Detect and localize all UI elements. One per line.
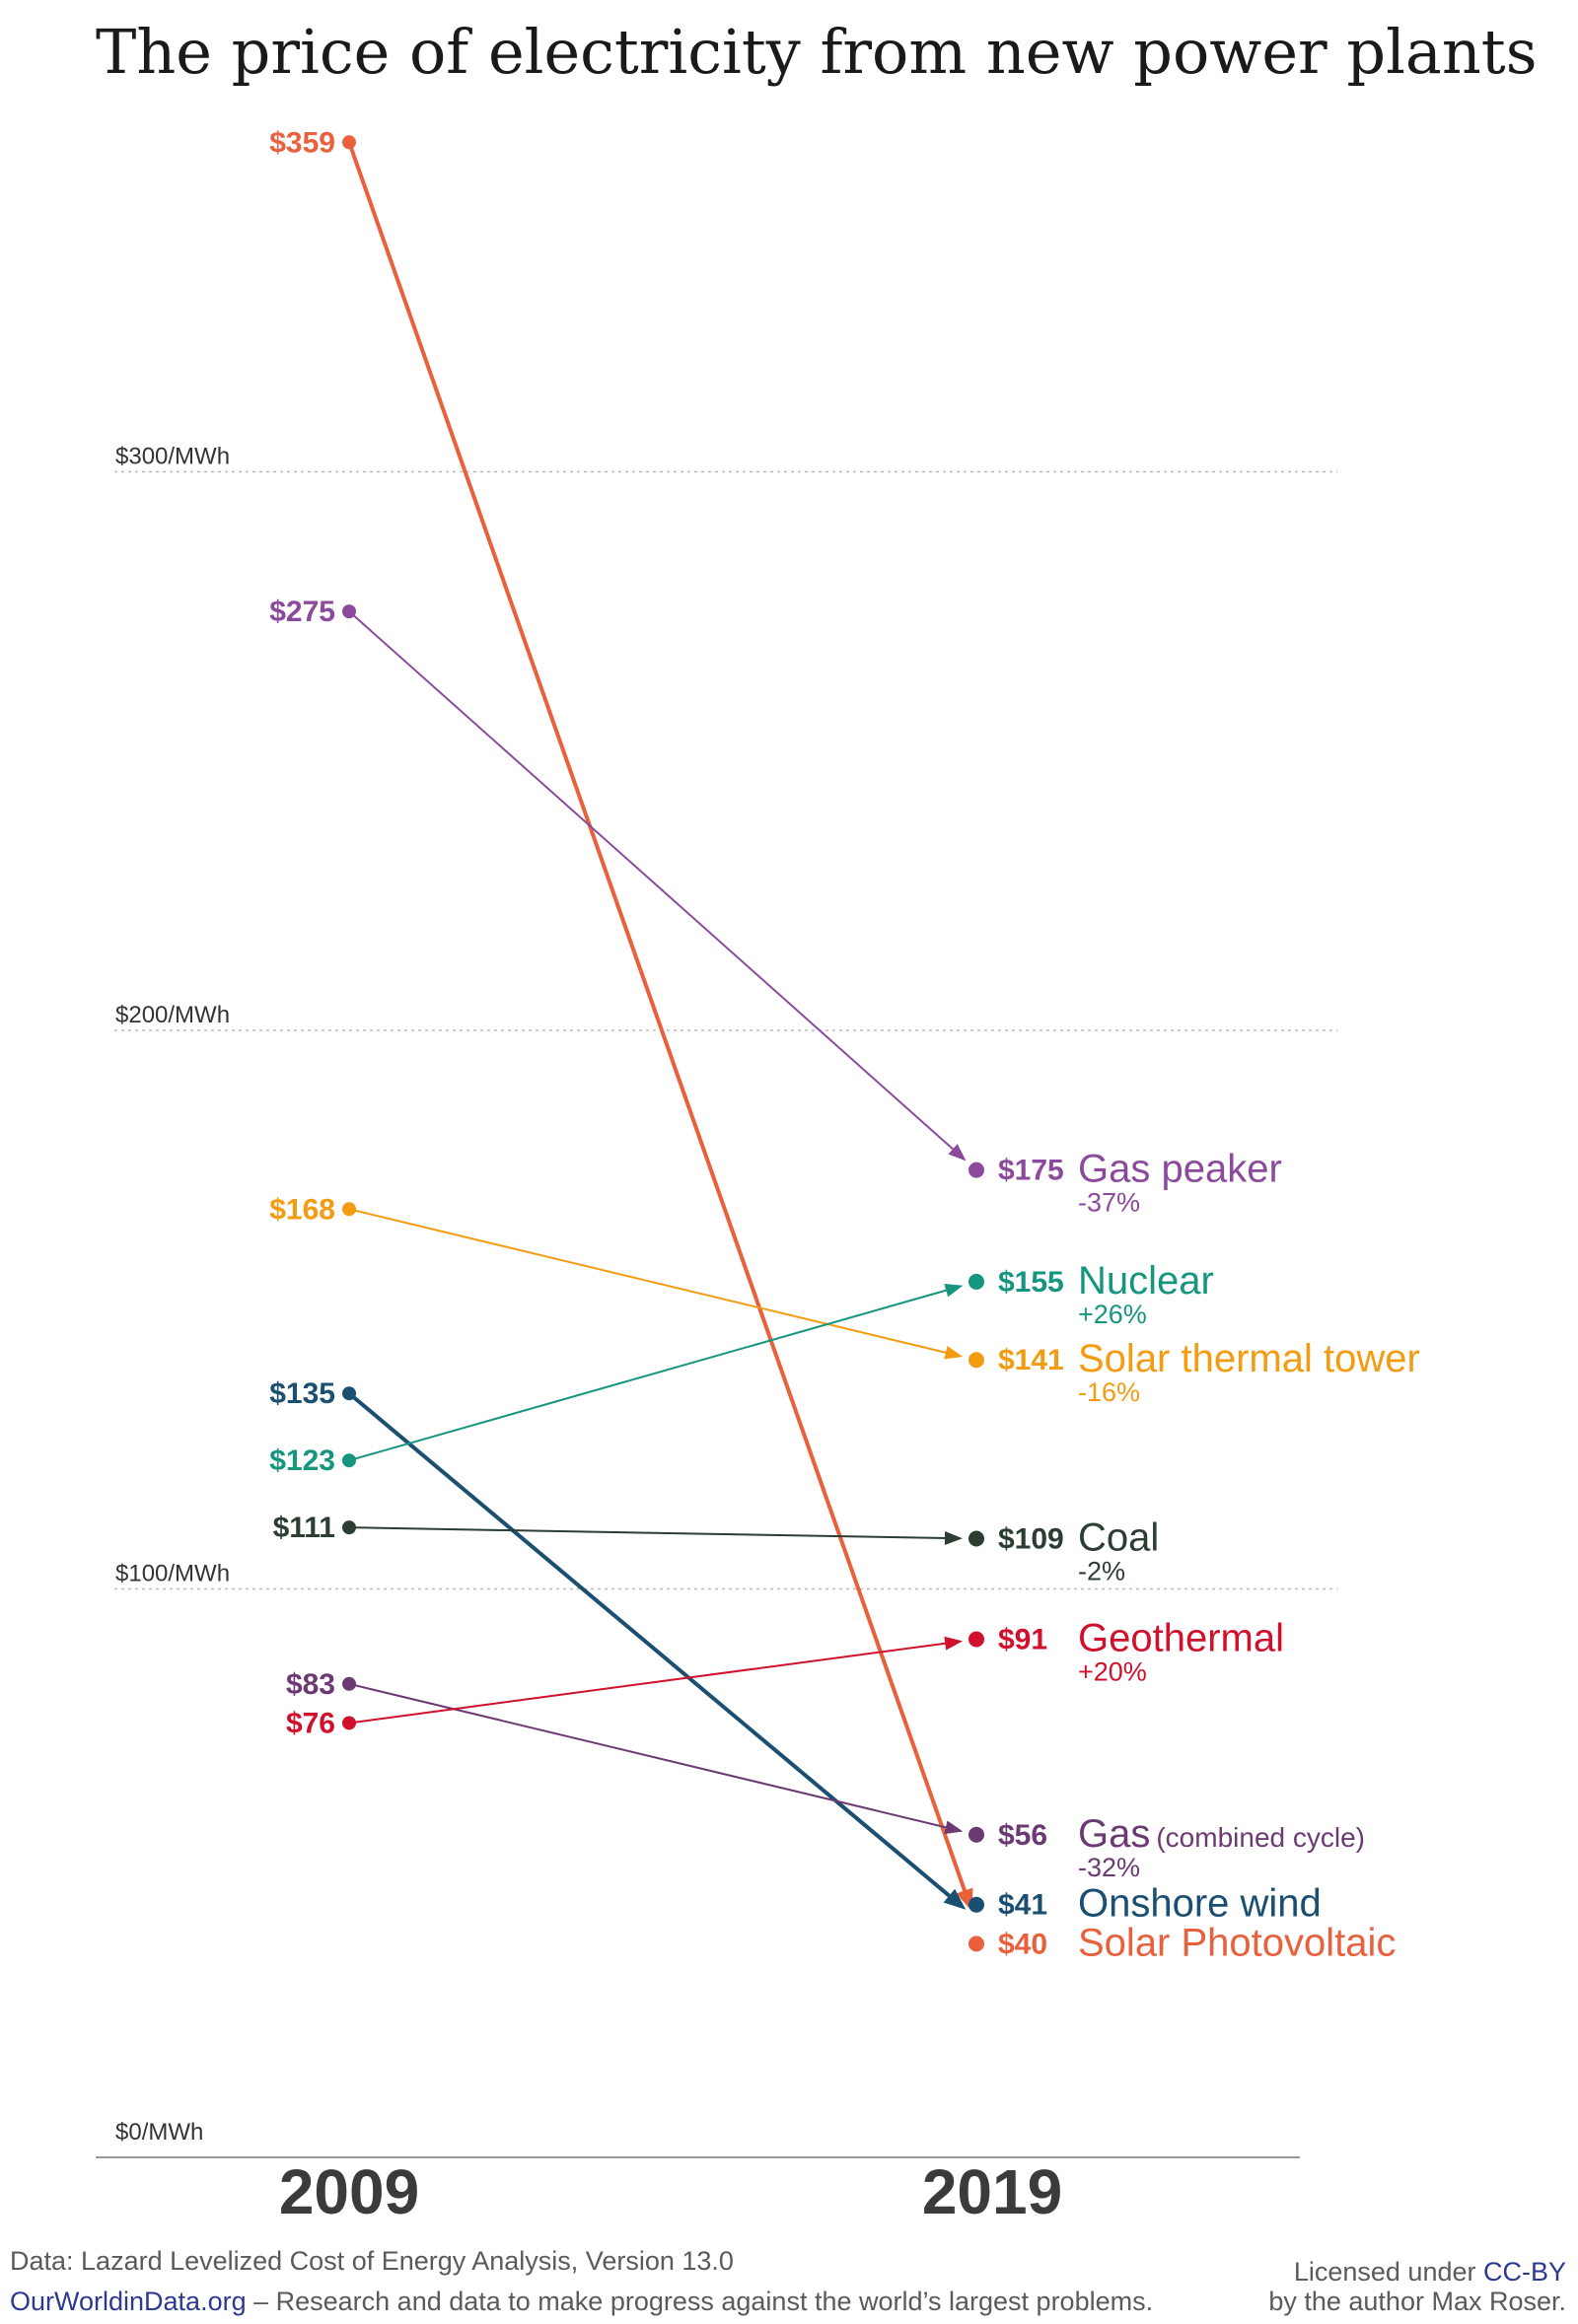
x-tick-label-2019: 2019 xyxy=(922,2156,1062,2227)
end-label-geothermal: $91 xyxy=(998,1623,1047,1655)
end-label-coal: $109 xyxy=(998,1523,1064,1556)
y-tick-label-0: $0/MWh xyxy=(115,2119,203,2146)
y-tick-label-300: $300/MWh xyxy=(115,444,230,470)
footer-author: by the author Max Roser. xyxy=(1268,2287,1566,2316)
y-tick-label-200: $200/MWh xyxy=(115,1002,230,1028)
change-label-solar_thermal: -16% xyxy=(1078,1377,1140,1407)
change-label-geothermal: +20% xyxy=(1078,1656,1147,1686)
end-point-onshore_wind xyxy=(968,1896,984,1913)
start-point-onshore_wind xyxy=(342,1386,356,1401)
series-name-gas_cc: Gas (combined cycle) xyxy=(1078,1812,1365,1856)
series-line-gas_peaker xyxy=(348,610,956,1152)
end-point-solar_thermal xyxy=(968,1352,984,1369)
start-label-nuclear: $123 xyxy=(269,1444,335,1477)
start-label-solar_thermal: $168 xyxy=(269,1193,335,1226)
footer-license-link[interactable]: CC-BY xyxy=(1483,2257,1566,2287)
end-point-solar_pv xyxy=(968,1936,984,1952)
series-arrowhead-coal xyxy=(944,1530,964,1545)
series-name-gas_peaker: Gas peaker xyxy=(1078,1148,1282,1191)
footer-source: Data: Lazard Levelized Cost of Energy An… xyxy=(10,2246,734,2276)
series-arrowhead-geothermal xyxy=(944,1636,964,1651)
start-label-coal: $111 xyxy=(273,1512,335,1544)
start-label-geothermal: $76 xyxy=(286,1707,335,1739)
end-label-solar_pv: $40 xyxy=(998,1928,1047,1960)
end-point-gas_cc xyxy=(968,1826,984,1843)
start-label-gas_peaker: $275 xyxy=(269,596,335,628)
change-label-coal: -2% xyxy=(1078,1557,1125,1586)
series-arrowhead-onshore_wind xyxy=(943,1888,967,1910)
change-label-nuclear: +26% xyxy=(1078,1300,1147,1329)
series-arrowhead-gas_peaker xyxy=(948,1144,967,1162)
series-line-coal xyxy=(348,1526,948,1539)
end-point-gas_peaker xyxy=(968,1162,984,1178)
series-line-nuclear xyxy=(348,1289,949,1462)
footer-license-prefix: Licensed under xyxy=(1294,2257,1483,2287)
series-note-gas_cc: (combined cycle) xyxy=(1156,1822,1365,1853)
start-label-onshore_wind: $135 xyxy=(269,1377,335,1410)
end-label-onshore_wind: $41 xyxy=(998,1889,1047,1922)
series-arrowhead-nuclear xyxy=(944,1283,964,1298)
footer-site-line: OurWorldinData.org – Research and data t… xyxy=(10,2287,1153,2316)
series-name-coal: Coal xyxy=(1078,1516,1159,1560)
change-label-gas_cc: -32% xyxy=(1078,1853,1140,1882)
start-point-gas_cc xyxy=(342,1676,356,1691)
series-name-nuclear: Nuclear xyxy=(1078,1259,1214,1303)
footer-license: Licensed under CC-BY xyxy=(1294,2257,1566,2287)
start-point-nuclear xyxy=(342,1453,356,1468)
footer-site-link[interactable]: OurWorldinData.org xyxy=(10,2287,247,2316)
start-point-coal xyxy=(342,1520,356,1535)
series-name-solar_thermal: Solar thermal tower xyxy=(1078,1337,1420,1380)
end-point-geothermal xyxy=(968,1631,984,1648)
series-name-geothermal: Geothermal xyxy=(1078,1616,1284,1659)
series-line-geothermal xyxy=(348,1642,948,1725)
series-name-onshore_wind: Onshore wind xyxy=(1078,1882,1322,1926)
series-arrowhead-gas_cc xyxy=(944,1820,964,1835)
start-point-solar_thermal xyxy=(342,1202,356,1217)
value-labels: $359 $40 Solar Photovoltaic $275 $175 Gas pea… xyxy=(269,126,1420,1964)
series-lines xyxy=(342,135,984,1952)
end-point-nuclear xyxy=(968,1273,984,1290)
series-line-solar_pv xyxy=(347,141,968,1893)
series-arrowhead-solar_thermal xyxy=(944,1345,964,1360)
start-label-solar_pv: $359 xyxy=(269,126,335,159)
series-line-gas_cc xyxy=(348,1682,949,1829)
change-label-gas_peaker: -37% xyxy=(1078,1188,1140,1218)
start-point-gas_peaker xyxy=(342,604,356,619)
end-label-gas_peaker: $175 xyxy=(998,1155,1064,1187)
end-label-solar_thermal: $141 xyxy=(998,1344,1064,1376)
start-point-solar_pv xyxy=(342,135,356,150)
start-label-gas_cc: $83 xyxy=(286,1668,335,1701)
start-point-geothermal xyxy=(342,1716,356,1730)
x-tick-label-2009: 2009 xyxy=(279,2156,419,2227)
y-tick-label-100: $100/MWh xyxy=(115,1561,230,1587)
gridlines: $300/MWh $200/MWh $100/MWh $0/MWh xyxy=(114,444,1337,2146)
series-line-onshore_wind xyxy=(347,1391,953,1899)
series-name-solar_pv: Solar Photovoltaic xyxy=(1078,1921,1396,1964)
footer-tagline: – Research and data to make progress aga… xyxy=(247,2287,1154,2316)
end-label-nuclear: $155 xyxy=(998,1266,1064,1299)
series-line-solar_thermal xyxy=(348,1208,949,1355)
chart-title: The price of electricity from new power … xyxy=(96,16,1538,88)
end-label-gas_cc: $56 xyxy=(998,1819,1047,1852)
end-point-coal xyxy=(968,1530,984,1547)
